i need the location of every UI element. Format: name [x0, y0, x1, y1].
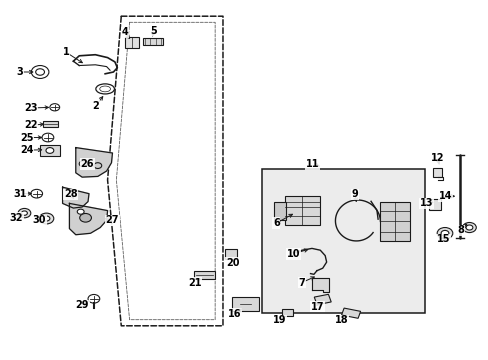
Text: 7: 7	[298, 278, 305, 288]
Text: 18: 18	[334, 315, 347, 325]
Text: 27: 27	[105, 215, 119, 225]
Bar	[143, 38, 163, 45]
Bar	[231, 297, 259, 311]
Text: 30: 30	[32, 215, 46, 225]
Polygon shape	[314, 294, 330, 305]
Bar	[194, 271, 214, 279]
Text: 10: 10	[286, 249, 300, 259]
Text: 5: 5	[150, 26, 157, 36]
Bar	[282, 309, 292, 316]
Text: 1: 1	[62, 47, 69, 57]
Text: 14: 14	[438, 191, 452, 201]
FancyBboxPatch shape	[261, 169, 425, 313]
Text: 2: 2	[92, 101, 99, 111]
Text: 22: 22	[24, 120, 38, 130]
Circle shape	[42, 133, 54, 142]
Bar	[380, 202, 409, 241]
Polygon shape	[311, 278, 328, 292]
Circle shape	[31, 189, 42, 198]
Bar	[284, 196, 319, 225]
Polygon shape	[69, 203, 107, 235]
Text: 20: 20	[225, 258, 239, 268]
Text: 24: 24	[20, 145, 34, 155]
Text: 6: 6	[272, 218, 279, 228]
FancyBboxPatch shape	[273, 202, 285, 220]
Text: 15: 15	[436, 234, 449, 244]
Bar	[125, 37, 139, 48]
Bar	[427, 199, 440, 210]
Text: 13: 13	[419, 198, 432, 208]
Text: 17: 17	[310, 302, 324, 312]
Text: 11: 11	[305, 159, 319, 169]
Circle shape	[36, 69, 44, 75]
Circle shape	[94, 163, 102, 168]
Circle shape	[440, 230, 448, 236]
Bar	[224, 249, 236, 259]
Text: 8: 8	[456, 225, 463, 235]
Circle shape	[80, 213, 91, 222]
Ellipse shape	[96, 84, 114, 94]
Text: 3: 3	[16, 67, 23, 77]
Circle shape	[462, 222, 475, 233]
Circle shape	[18, 208, 31, 218]
Text: 32: 32	[9, 213, 23, 223]
Circle shape	[43, 216, 50, 221]
Text: 12: 12	[430, 153, 444, 163]
Text: 16: 16	[227, 309, 241, 319]
Circle shape	[79, 161, 87, 167]
Text: 25: 25	[20, 132, 34, 143]
Bar	[432, 168, 441, 177]
Circle shape	[50, 104, 60, 111]
Text: 19: 19	[272, 315, 286, 325]
Circle shape	[88, 294, 100, 303]
Circle shape	[436, 228, 452, 239]
Text: 29: 29	[75, 300, 89, 310]
Circle shape	[39, 213, 54, 224]
Text: 28: 28	[64, 189, 78, 199]
Circle shape	[21, 211, 27, 215]
Polygon shape	[341, 308, 360, 318]
Text: 9: 9	[351, 189, 358, 199]
Circle shape	[46, 148, 54, 153]
Text: 23: 23	[24, 103, 38, 113]
Text: 26: 26	[80, 159, 94, 169]
Circle shape	[77, 209, 84, 214]
Ellipse shape	[100, 86, 110, 92]
Bar	[42, 121, 58, 127]
Circle shape	[465, 225, 472, 230]
Bar	[40, 145, 60, 156]
Circle shape	[31, 66, 49, 78]
Polygon shape	[62, 187, 89, 208]
Text: 4: 4	[121, 27, 128, 37]
Polygon shape	[76, 148, 112, 177]
Text: 21: 21	[187, 278, 201, 288]
Text: 31: 31	[14, 189, 27, 199]
